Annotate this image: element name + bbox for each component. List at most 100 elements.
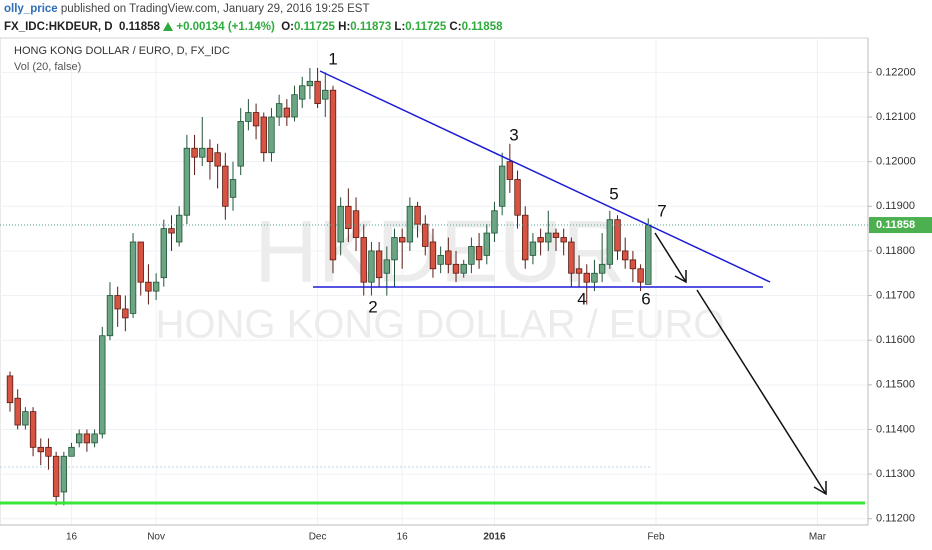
arrow-head — [674, 270, 687, 284]
watermark-name: HONG KONG DOLLAR / EURO — [156, 303, 725, 347]
point-label: 6 — [641, 289, 650, 308]
candle-body — [522, 214, 529, 261]
candle-body — [491, 210, 498, 234]
candle-body — [45, 446, 52, 457]
y-tick-label: 0.12200 — [876, 66, 916, 78]
candle-body — [337, 205, 344, 243]
candle-body — [76, 433, 83, 444]
candle-body — [183, 147, 191, 216]
candle-body — [537, 237, 544, 243]
point-label: 1 — [328, 49, 337, 68]
candle-body — [598, 263, 606, 274]
candle-body — [22, 411, 29, 426]
point-label: 3 — [509, 125, 518, 144]
candle-body — [60, 455, 68, 493]
y-tick-label: 0.11400 — [876, 423, 915, 435]
candle-body — [368, 250, 375, 283]
candle-body — [314, 80, 321, 105]
candle-body — [252, 112, 260, 127]
candle-body — [306, 80, 314, 87]
candle-body — [206, 147, 214, 163]
candle-body — [406, 205, 414, 243]
x-tick-label: Nov — [147, 532, 165, 543]
candle-body — [91, 433, 98, 444]
candle-body — [645, 224, 652, 285]
point-label: 4 — [577, 289, 586, 308]
candle-body — [260, 116, 267, 154]
candle-body — [229, 179, 237, 198]
ohlc-value: 0.11725 — [405, 21, 447, 33]
candle-body — [291, 94, 298, 118]
candle-body — [437, 254, 444, 265]
y-tick-label: 0.12000 — [876, 156, 916, 168]
candle-body — [637, 268, 644, 283]
candle-body — [414, 205, 421, 225]
candle-body — [268, 116, 275, 154]
candle-body — [199, 147, 206, 158]
candle-body — [452, 263, 460, 274]
candle-body — [583, 272, 590, 283]
candle-body — [175, 214, 183, 243]
ohlc-label: H: — [338, 21, 351, 33]
ohlc-value: 0.11858 — [461, 21, 503, 33]
candle-body — [345, 205, 352, 230]
candle-body — [29, 411, 37, 448]
candle-body — [6, 375, 14, 404]
candle-body — [552, 232, 560, 238]
published: published on TradingView.com, January 29… — [60, 3, 370, 15]
candle-body — [137, 241, 144, 283]
y-tick-label: 0.12100 — [876, 111, 916, 123]
y-tick-label: 0.11200 — [876, 513, 915, 525]
candle-body — [383, 259, 391, 274]
arrow-head — [813, 481, 827, 496]
symbol: FX_IDC:HKDEUR, D — [4, 21, 113, 33]
candle-body — [129, 241, 137, 314]
price: 0.11858 — [119, 21, 160, 33]
candle-body — [114, 295, 121, 310]
candle-body — [445, 250, 452, 265]
candle-body — [575, 268, 583, 274]
point-label: 5 — [609, 184, 618, 203]
change: +0.00134 (+1.14%) — [176, 21, 275, 33]
y-tick-label: 0.11800 — [876, 245, 915, 257]
trend-line — [319, 70, 771, 283]
candle-body — [52, 455, 60, 497]
candle-body — [14, 397, 21, 426]
candle-body — [460, 263, 467, 274]
candle-body — [629, 259, 637, 270]
candle-body — [529, 241, 537, 256]
candle-body — [568, 241, 575, 274]
arrow — [696, 289, 827, 495]
candle-body — [152, 281, 160, 292]
candle-body — [591, 272, 598, 283]
candle-body — [398, 237, 406, 243]
ohlc-label: O: — [281, 21, 294, 33]
candle-body — [514, 179, 521, 216]
candle-body — [606, 219, 614, 265]
candle-body — [545, 232, 552, 243]
candle-body — [122, 308, 129, 319]
candle-body — [191, 147, 198, 158]
user: olly_price — [4, 3, 58, 15]
candle-body — [222, 165, 229, 207]
x-tick-label: Dec — [309, 532, 327, 543]
point-label: 2 — [368, 297, 377, 316]
x-tick-label: 16 — [397, 532, 409, 543]
candle-body — [506, 161, 514, 180]
candle-body — [422, 223, 429, 247]
candle-body — [275, 103, 283, 118]
candle-body — [483, 232, 490, 256]
candle-body — [614, 219, 621, 252]
candle-body — [498, 165, 506, 207]
candle-body — [68, 446, 75, 457]
header: olly_price published on TradingView.com,… — [4, 0, 924, 36]
candle-body — [245, 112, 252, 122]
candle-body — [429, 241, 437, 270]
candle-body — [468, 246, 475, 265]
candle-body — [168, 228, 175, 234]
candle-body — [352, 210, 360, 238]
candle-body — [329, 89, 337, 261]
point-label: 7 — [657, 201, 666, 220]
